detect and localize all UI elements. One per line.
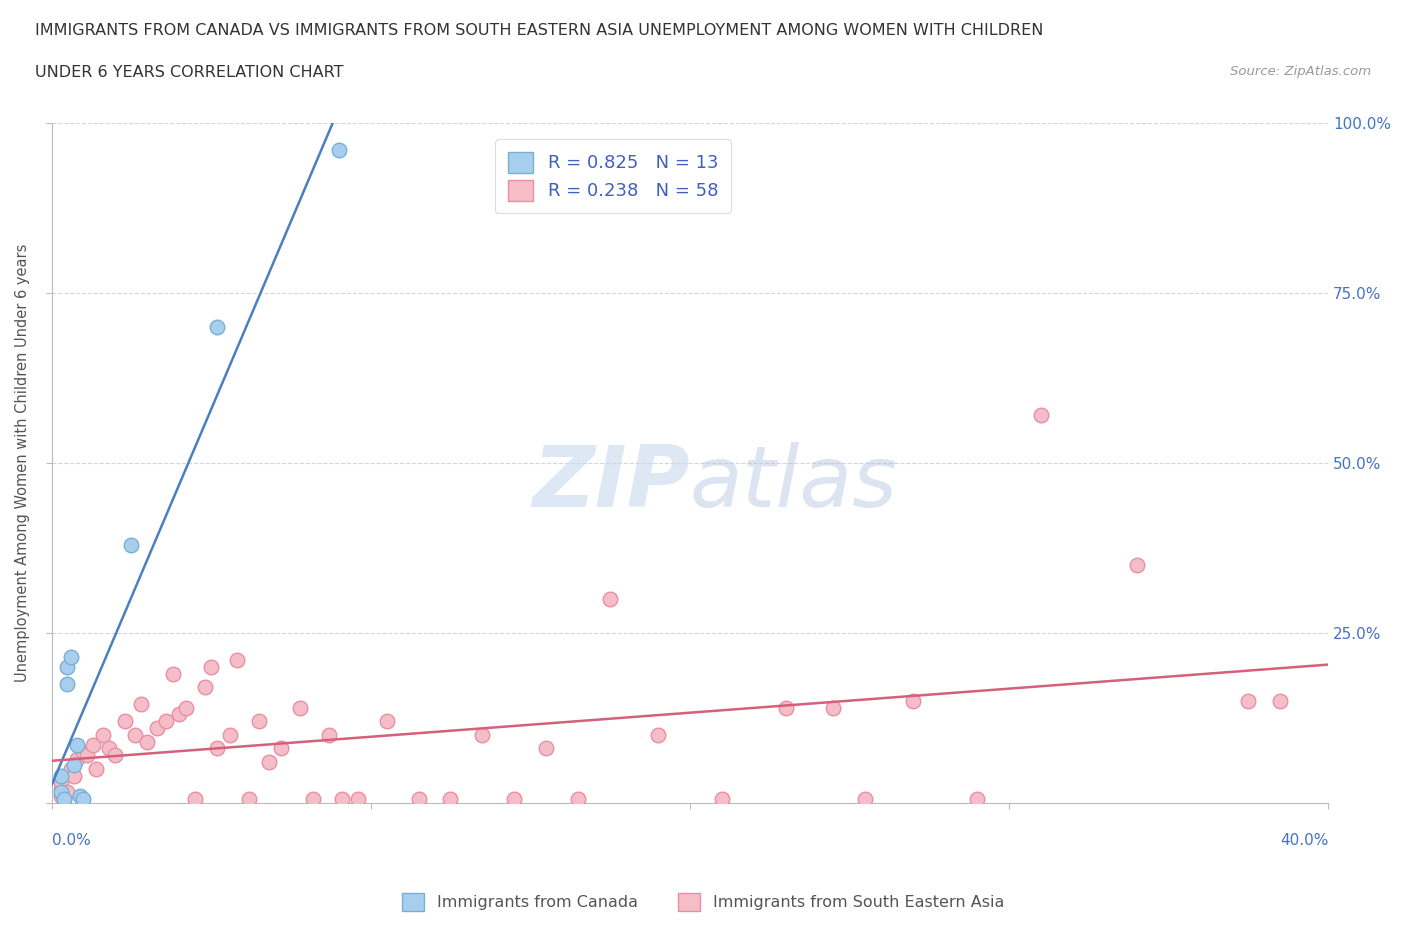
Point [124, 727, 146, 742]
Point [328, 143, 350, 158]
Text: IMMIGRANTS FROM CANADA VS IMMIGRANTS FROM SOUTH EASTERN ASIA UNEMPLOYMENT AMONG : IMMIGRANTS FROM CANADA VS IMMIGRANTS FRO… [35, 23, 1043, 38]
Text: UNDER 6 YEARS CORRELATION CHART: UNDER 6 YEARS CORRELATION CHART [35, 65, 343, 80]
Point [49, 789, 72, 804]
Point [238, 791, 260, 806]
Legend: Immigrants from Canada, Immigrants from South Eastern Asia: Immigrants from Canada, Immigrants from … [395, 886, 1011, 917]
Point [174, 700, 197, 715]
Point [567, 791, 589, 806]
Point [56, 785, 79, 800]
Point [66, 751, 89, 766]
Point [56, 659, 79, 674]
Point [167, 707, 190, 722]
Point [1237, 694, 1260, 709]
Point [471, 727, 494, 742]
Point [76, 748, 98, 763]
Point [599, 591, 621, 606]
Point [136, 734, 159, 749]
Point [1125, 557, 1147, 572]
Point [200, 659, 222, 674]
Point [146, 721, 169, 736]
Point [903, 694, 925, 709]
Point [503, 791, 526, 806]
Point [129, 697, 152, 711]
Legend: R = 0.825   N = 13, R = 0.238   N = 58: R = 0.825 N = 13, R = 0.238 N = 58 [495, 140, 731, 213]
Point [91, 727, 114, 742]
Y-axis label: Unemployment Among Women with Children Under 6 years: Unemployment Among Women with Children U… [15, 244, 30, 683]
Point [162, 666, 184, 681]
Point [823, 700, 845, 715]
Point [1029, 408, 1052, 423]
Text: Source: ZipAtlas.com: Source: ZipAtlas.com [1230, 65, 1371, 78]
Point [59, 762, 82, 777]
Text: atlas: atlas [690, 442, 898, 525]
Point [49, 775, 72, 790]
Point [155, 713, 177, 728]
Point [347, 791, 370, 806]
Point [82, 737, 104, 752]
Point [72, 744, 94, 759]
Point [72, 791, 94, 806]
Point [966, 791, 988, 806]
Point [120, 537, 142, 551]
Point [207, 741, 229, 756]
Point [375, 713, 398, 728]
Point [853, 791, 876, 806]
Point [98, 741, 121, 756]
Text: 40.0%: 40.0% [1279, 833, 1329, 848]
Point [247, 713, 270, 728]
Point [84, 762, 107, 777]
Point [194, 680, 217, 695]
Text: 0.0%: 0.0% [52, 833, 90, 848]
Point [49, 781, 72, 796]
Point [318, 727, 340, 742]
Point [330, 791, 353, 806]
Point [69, 789, 91, 804]
Point [66, 737, 89, 752]
Text: ZIP: ZIP [533, 442, 690, 525]
Point [647, 727, 669, 742]
Point [49, 768, 72, 783]
Point [49, 785, 72, 800]
Point [63, 758, 86, 773]
Point [59, 649, 82, 664]
Point [207, 320, 229, 335]
Point [534, 741, 557, 756]
Point [53, 791, 76, 806]
Point [290, 700, 312, 715]
Point [114, 713, 136, 728]
Point [439, 791, 461, 806]
Point [302, 791, 325, 806]
Point [219, 727, 242, 742]
Point [104, 748, 127, 763]
Point [56, 676, 79, 691]
Point [257, 754, 280, 769]
Point [225, 653, 247, 668]
Point [1270, 694, 1292, 709]
Point [775, 700, 797, 715]
Point [184, 791, 207, 806]
Point [270, 741, 292, 756]
Point [408, 791, 430, 806]
Point [63, 768, 86, 783]
Point [710, 791, 733, 806]
Point [53, 791, 76, 806]
